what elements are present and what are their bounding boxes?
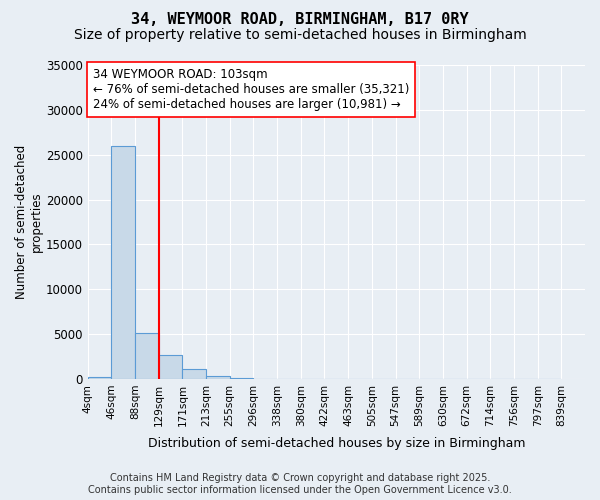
Bar [230, 378, 253, 379]
Bar [206, 376, 230, 379]
Text: Size of property relative to semi-detached houses in Birmingham: Size of property relative to semi-detach… [74, 28, 526, 42]
X-axis label: Distribution of semi-detached houses by size in Birmingham: Distribution of semi-detached houses by … [148, 437, 525, 450]
Text: 34 WEYMOOR ROAD: 103sqm
← 76% of semi-detached houses are smaller (35,321)
24% o: 34 WEYMOOR ROAD: 103sqm ← 76% of semi-de… [92, 68, 409, 111]
Text: 34, WEYMOOR ROAD, BIRMINGHAM, B17 0RY: 34, WEYMOOR ROAD, BIRMINGHAM, B17 0RY [131, 12, 469, 28]
Bar [158, 354, 182, 379]
Text: Contains HM Land Registry data © Crown copyright and database right 2025.
Contai: Contains HM Land Registry data © Crown c… [88, 474, 512, 495]
Bar [112, 146, 135, 379]
Bar [88, 377, 112, 379]
Bar [135, 333, 158, 379]
Bar [182, 369, 206, 379]
Y-axis label: Number of semi-detached
properties: Number of semi-detached properties [15, 145, 43, 299]
